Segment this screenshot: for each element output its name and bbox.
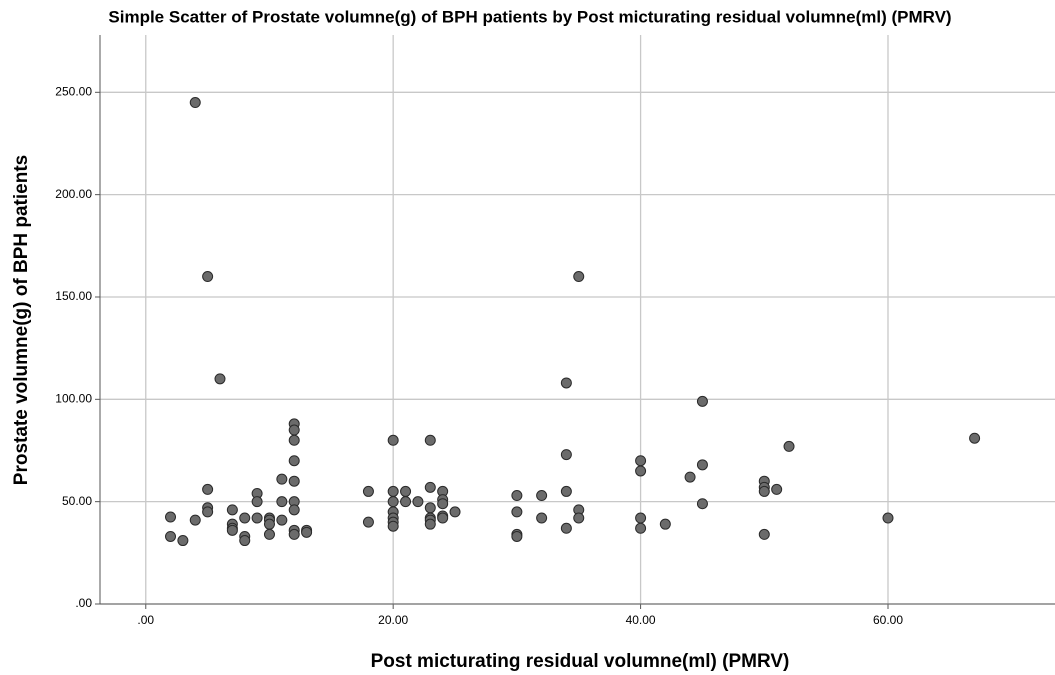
x-tick-label: 60.00 [873,613,903,627]
point [771,483,783,495]
point [882,512,894,524]
grid [95,35,1055,609]
point [400,496,412,508]
point [969,432,981,444]
point [635,522,647,534]
point [536,490,548,502]
point [437,512,449,524]
point [189,514,201,526]
point [202,271,214,283]
point [536,512,548,524]
point [251,512,263,524]
point [362,516,374,528]
point [202,506,214,518]
point [301,526,313,538]
point [684,471,696,483]
point [758,528,770,540]
point [424,502,436,514]
point [560,485,572,497]
point [511,490,523,502]
x-tick-label: 20.00 [378,613,408,627]
point [165,530,177,542]
x-tick-label: 40.00 [626,613,656,627]
point [226,504,238,516]
chart-title: Simple Scatter of Prostate volumne(g) of… [108,7,951,26]
point [263,518,275,530]
point [560,522,572,534]
point [189,97,201,109]
y-tick-label: 100.00 [55,391,92,405]
point [696,459,708,471]
point [696,498,708,510]
point [412,496,424,508]
point [400,485,412,497]
point [573,271,585,283]
point [387,496,399,508]
point [239,535,251,547]
point [424,434,436,446]
point [276,514,288,526]
point [449,506,461,518]
point [560,377,572,389]
point [177,535,189,547]
point [288,528,300,540]
point [226,524,238,536]
point [635,512,647,524]
y-tick-label: 200.00 [55,187,92,201]
point [758,485,770,497]
point [263,528,275,540]
point [635,465,647,477]
point [387,485,399,497]
point [511,506,523,518]
point [276,496,288,508]
point [387,434,399,446]
point [783,440,795,452]
point [659,518,671,530]
point [288,504,300,516]
point [288,475,300,487]
point [635,455,647,467]
point [511,530,523,542]
points [165,97,981,547]
y-tick-label: 50.00 [62,494,92,508]
point [387,520,399,532]
point [251,496,263,508]
point [239,512,251,524]
point [202,483,214,495]
point [362,485,374,497]
y-tick-label: .00 [75,596,92,610]
point [276,473,288,485]
point [165,511,177,523]
y-tick-label: 150.00 [55,289,92,303]
point [573,512,585,524]
point [424,481,436,493]
point [288,455,300,467]
point [288,424,300,436]
point [288,434,300,446]
point [696,395,708,407]
x-axis-label: Post micturating residual volumne(ml) (P… [371,651,790,672]
point [560,449,572,461]
point [214,373,226,385]
y-tick-label: 250.00 [55,84,92,98]
y-axis-label: Prostate volumne(g) of BPH patients [11,155,32,485]
point [424,518,436,530]
point [437,498,449,510]
x-tick-label: .00 [137,613,154,627]
